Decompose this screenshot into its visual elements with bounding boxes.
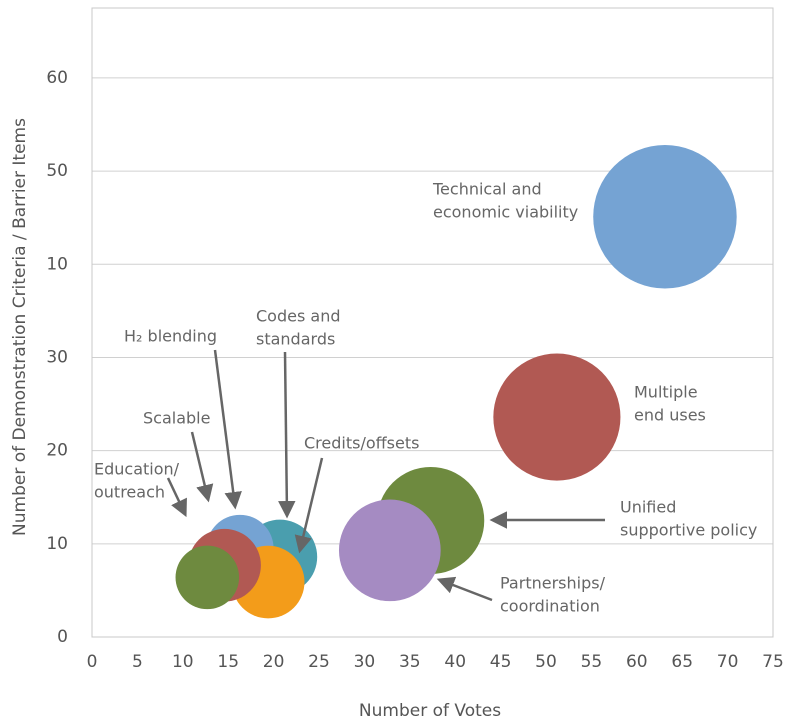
arrow (213, 349, 242, 510)
bubble-label: Multiple (634, 383, 698, 402)
y-tick-label: 10 (46, 534, 68, 554)
y-tick-label: 30 (46, 347, 68, 367)
x-tick-label: 25 (308, 652, 330, 672)
bubble-label: coordination (500, 597, 600, 616)
plot-frame (91, 7, 774, 638)
x-tick-label: 35 (399, 652, 421, 672)
y-tick-label: 0 (57, 627, 68, 647)
bubble-label: Education/ (94, 460, 180, 479)
arrow (436, 576, 493, 602)
bubble-label: Technical and (432, 180, 542, 199)
bubble-label: outreach (94, 483, 165, 502)
bubble-label: Unified (620, 498, 676, 517)
x-tick-label: 70 (717, 652, 739, 672)
arrow (294, 457, 324, 554)
x-axis-title: Number of Votes (359, 701, 501, 721)
bubble-label: H₂ blending (124, 327, 217, 346)
y-axis-title: Number of Demonstration Criteria / Barri… (10, 118, 30, 536)
arrow (190, 431, 214, 503)
bubble-label: standards (256, 330, 335, 349)
x-tick-label: 45 (490, 652, 512, 672)
y-tick-label: 50 (46, 161, 68, 181)
y-tick-label: 10 (46, 254, 68, 274)
bubble-label: Partnerships/ (500, 574, 606, 593)
y-tick-label: 60 (46, 68, 68, 88)
x-tick-label: 65 (671, 652, 693, 672)
x-tick-label: 20 (263, 652, 285, 672)
bubble (338, 499, 441, 602)
bubble-label: economic viability (433, 203, 578, 222)
x-tick-label: 40 (444, 652, 466, 672)
x-tick-label: 5 (132, 652, 143, 672)
bubble-label: supportive policy (620, 521, 757, 540)
x-tick-label: 75 (762, 652, 784, 672)
bubble-label: Codes and (256, 307, 340, 326)
arrow (278, 351, 296, 519)
x-tick-label: 15 (217, 652, 239, 672)
x-tick-label: 10 (172, 652, 194, 672)
x-tick-label: 0 (87, 652, 98, 672)
x-tick-label: 30 (354, 652, 376, 672)
bubble (493, 353, 621, 481)
bubble-label: end uses (634, 406, 706, 425)
x-tick-label: 55 (581, 652, 603, 672)
bubble (593, 145, 737, 289)
x-tick-label: 50 (535, 652, 557, 672)
y-tick-label: 20 (46, 441, 68, 461)
bubble (175, 545, 240, 610)
bubble-label: Scalable (143, 409, 210, 428)
bubble-label: Credits/offsets (304, 434, 419, 453)
arrow (166, 477, 187, 518)
x-tick-label: 60 (626, 652, 648, 672)
